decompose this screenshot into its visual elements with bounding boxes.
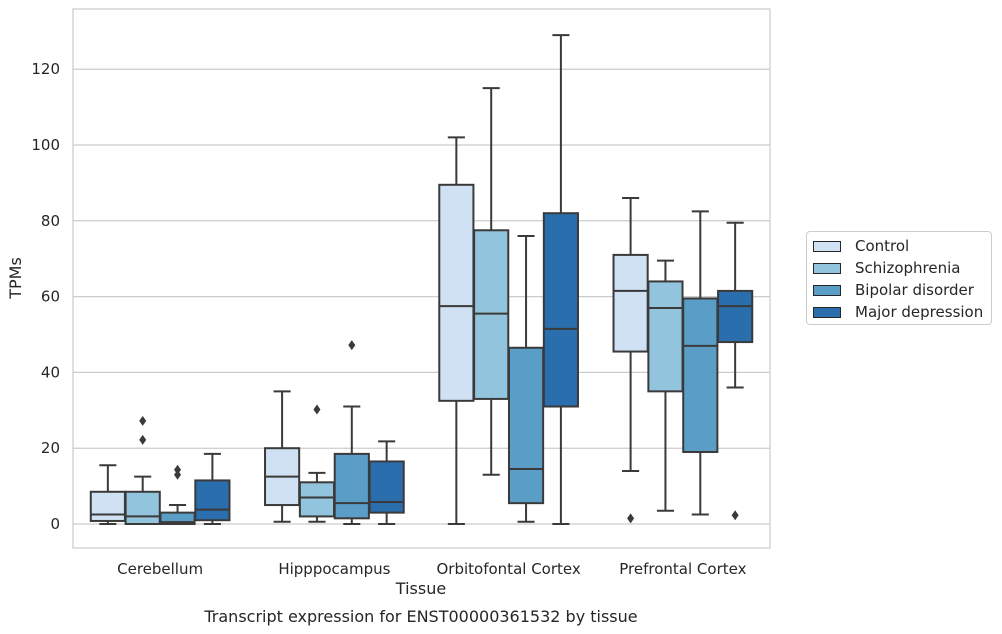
box-0-2 [438, 136, 475, 525]
x-axis-title: Tissue [395, 579, 446, 598]
box-2-1 [333, 340, 370, 525]
box-1-0 [124, 415, 161, 526]
outlier-point [627, 513, 635, 524]
y-tick-label-60: 60 [41, 288, 60, 306]
box-iqr [194, 479, 231, 522]
legend-label-bipolar-disorder: Bipolar disorder [855, 281, 974, 299]
legend-swatch-control [813, 240, 841, 252]
chart-caption: Transcript expression for ENST0000036153… [203, 607, 637, 626]
outlier-point [313, 404, 321, 415]
box-0-3 [612, 197, 649, 524]
box-3-1 [368, 440, 405, 525]
outlier-point [139, 434, 147, 445]
y-tick-label-100: 100 [31, 136, 60, 154]
box-1-1 [298, 404, 336, 523]
legend-label-control: Control [855, 237, 910, 255]
legend-swatch-schizophrenia [813, 262, 841, 274]
box-layer [89, 34, 754, 526]
box-iqr [682, 297, 719, 453]
legend-label-major-depression: Major depression [855, 303, 984, 321]
box-iqr [368, 460, 405, 514]
plot-frame [72, 8, 771, 549]
legend-label-schizophrenia: Schizophrenia [855, 259, 961, 277]
legend-swatch-bipolar-disorder [813, 284, 841, 296]
box-iqr [89, 490, 126, 522]
legend-item-schizophrenia: Schizophrenia [813, 258, 960, 278]
box-iqr [717, 289, 754, 344]
box-3-3 [717, 221, 754, 521]
legend-item-major-depression: Major depression [813, 302, 983, 322]
y-tick-label-40: 40 [41, 363, 60, 381]
x-tick-label-0: Cerebellum [117, 560, 203, 578]
y-tick-label-120: 120 [31, 60, 60, 78]
y-tick-labels: 0 20 40 60 80 100 120 [31, 60, 60, 533]
box-iqr [647, 280, 684, 393]
outlier-point [139, 415, 147, 426]
x-tick-label-1: Hipppocampus [278, 560, 390, 578]
box-0-1 [264, 390, 301, 523]
y-axis-title: TPMs [6, 257, 25, 300]
legend: Control Schizophrenia Bipolar disorder M… [806, 231, 992, 325]
box-3-2 [542, 34, 579, 525]
box-2-0 [159, 464, 196, 526]
box-1-2 [473, 87, 510, 476]
y-tick-label-20: 20 [41, 439, 60, 457]
box-iqr [333, 452, 370, 520]
box-0-0 [89, 464, 126, 525]
legend-item-bipolar-disorder: Bipolar disorder [813, 280, 974, 300]
box-iqr [438, 183, 475, 402]
box-1-3 [647, 259, 684, 512]
box-2-2 [507, 234, 545, 523]
outlier-point [174, 464, 182, 475]
legend-item-control: Control [813, 236, 909, 256]
box-iqr [124, 490, 161, 526]
box-iqr [612, 253, 649, 353]
y-tick-label-80: 80 [41, 212, 60, 230]
box-iqr [507, 346, 545, 505]
grid-lines [73, 68, 770, 525]
x-tick-labels: Cerebellum Hipppocampus Orbitofontal Corte… [117, 560, 746, 578]
y-tick-label-0: 0 [50, 515, 60, 533]
box-iqr [542, 212, 579, 408]
box-2-3 [682, 210, 719, 516]
outlier-point [731, 510, 739, 521]
x-tick-label-2: Orbitofontal Cortex [437, 560, 581, 578]
legend-swatch-major-depression [813, 306, 841, 318]
box-3-0 [194, 452, 231, 525]
box-iqr [298, 481, 336, 518]
outlier-point [348, 340, 356, 351]
x-tick-label-3: Prefrontal Cortex [619, 560, 746, 578]
